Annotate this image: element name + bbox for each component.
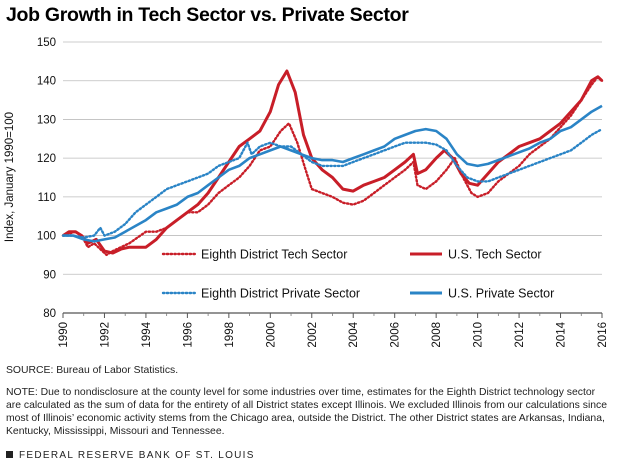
- chart-title: Job Growth in Tech Sector vs. Private Se…: [6, 4, 409, 26]
- legend-label-0: Eighth District Tech Sector: [201, 248, 347, 262]
- y-tick-label-130: 130: [37, 114, 56, 126]
- y-axis-ticks: 80 90 100 110 120 130 140 150: [37, 37, 56, 320]
- x-tick-label-2010: 2010: [473, 322, 485, 348]
- y-tick-label-140: 140: [37, 76, 56, 88]
- y-tick-label-120: 120: [37, 153, 56, 165]
- x-tick-label-2016: 2016: [597, 322, 609, 348]
- x-tick-label-1998: 1998: [224, 322, 236, 348]
- series-line-eighth-district-private-sector: [61, 127, 604, 239]
- x-tick-label-1990: 1990: [58, 322, 70, 348]
- series-line-u-s-tech-sector: [62, 69, 604, 255]
- footer-text: FEDERAL RESERVE BANK OF ST. LOUIS: [19, 450, 255, 461]
- x-tick-label-2004: 2004: [348, 321, 360, 347]
- series-line-u-s-private-sector: [63, 104, 603, 243]
- legend-label-2: Eighth District Private Sector: [201, 287, 360, 301]
- legend-label-1: U.S. Tech Sector: [448, 248, 542, 262]
- series-lines: [61, 69, 604, 257]
- y-tick-label-90: 90: [43, 269, 56, 281]
- legend-label-3: U.S. Private Sector: [448, 287, 554, 301]
- notes: SOURCE: Bureau of Labor Statistics. NOTE…: [6, 364, 612, 438]
- footer-square-icon: [6, 451, 13, 458]
- y-tick-label-80: 80: [43, 308, 56, 320]
- x-tick-label-2008: 2008: [431, 322, 443, 348]
- y-tick-label-150: 150: [37, 37, 56, 49]
- y-tick-label-110: 110: [38, 192, 56, 204]
- x-tick-label-1992: 1992: [99, 322, 111, 348]
- x-tick-label-1996: 1996: [182, 322, 194, 348]
- legend: Eighth District Tech Sector U.S. Tech Sec…: [161, 248, 554, 301]
- x-axis-ticks: 1990 1992 1994 1996 1998 2000 2002 2004 2006 2008…: [58, 313, 609, 348]
- x-tick-label-2002: 2002: [307, 322, 319, 348]
- source-note: SOURCE: Bureau of Labor Statistics.: [6, 365, 179, 376]
- footer: FEDERAL RESERVE BANK OF ST. LOUIS: [6, 450, 255, 461]
- x-tick-label-1994: 1994: [141, 321, 153, 347]
- methodology-note: NOTE: Due to nondisclosure at the county…: [6, 387, 608, 437]
- x-tick-label-2014: 2014: [556, 321, 568, 347]
- x-tick-label-2006: 2006: [390, 322, 402, 348]
- y-axis-label: Index, January 1990=100: [4, 112, 16, 242]
- x-tick-label-2012: 2012: [514, 322, 526, 348]
- y-tick-label-100: 100: [37, 231, 56, 243]
- x-tick-label-2000: 2000: [265, 322, 277, 348]
